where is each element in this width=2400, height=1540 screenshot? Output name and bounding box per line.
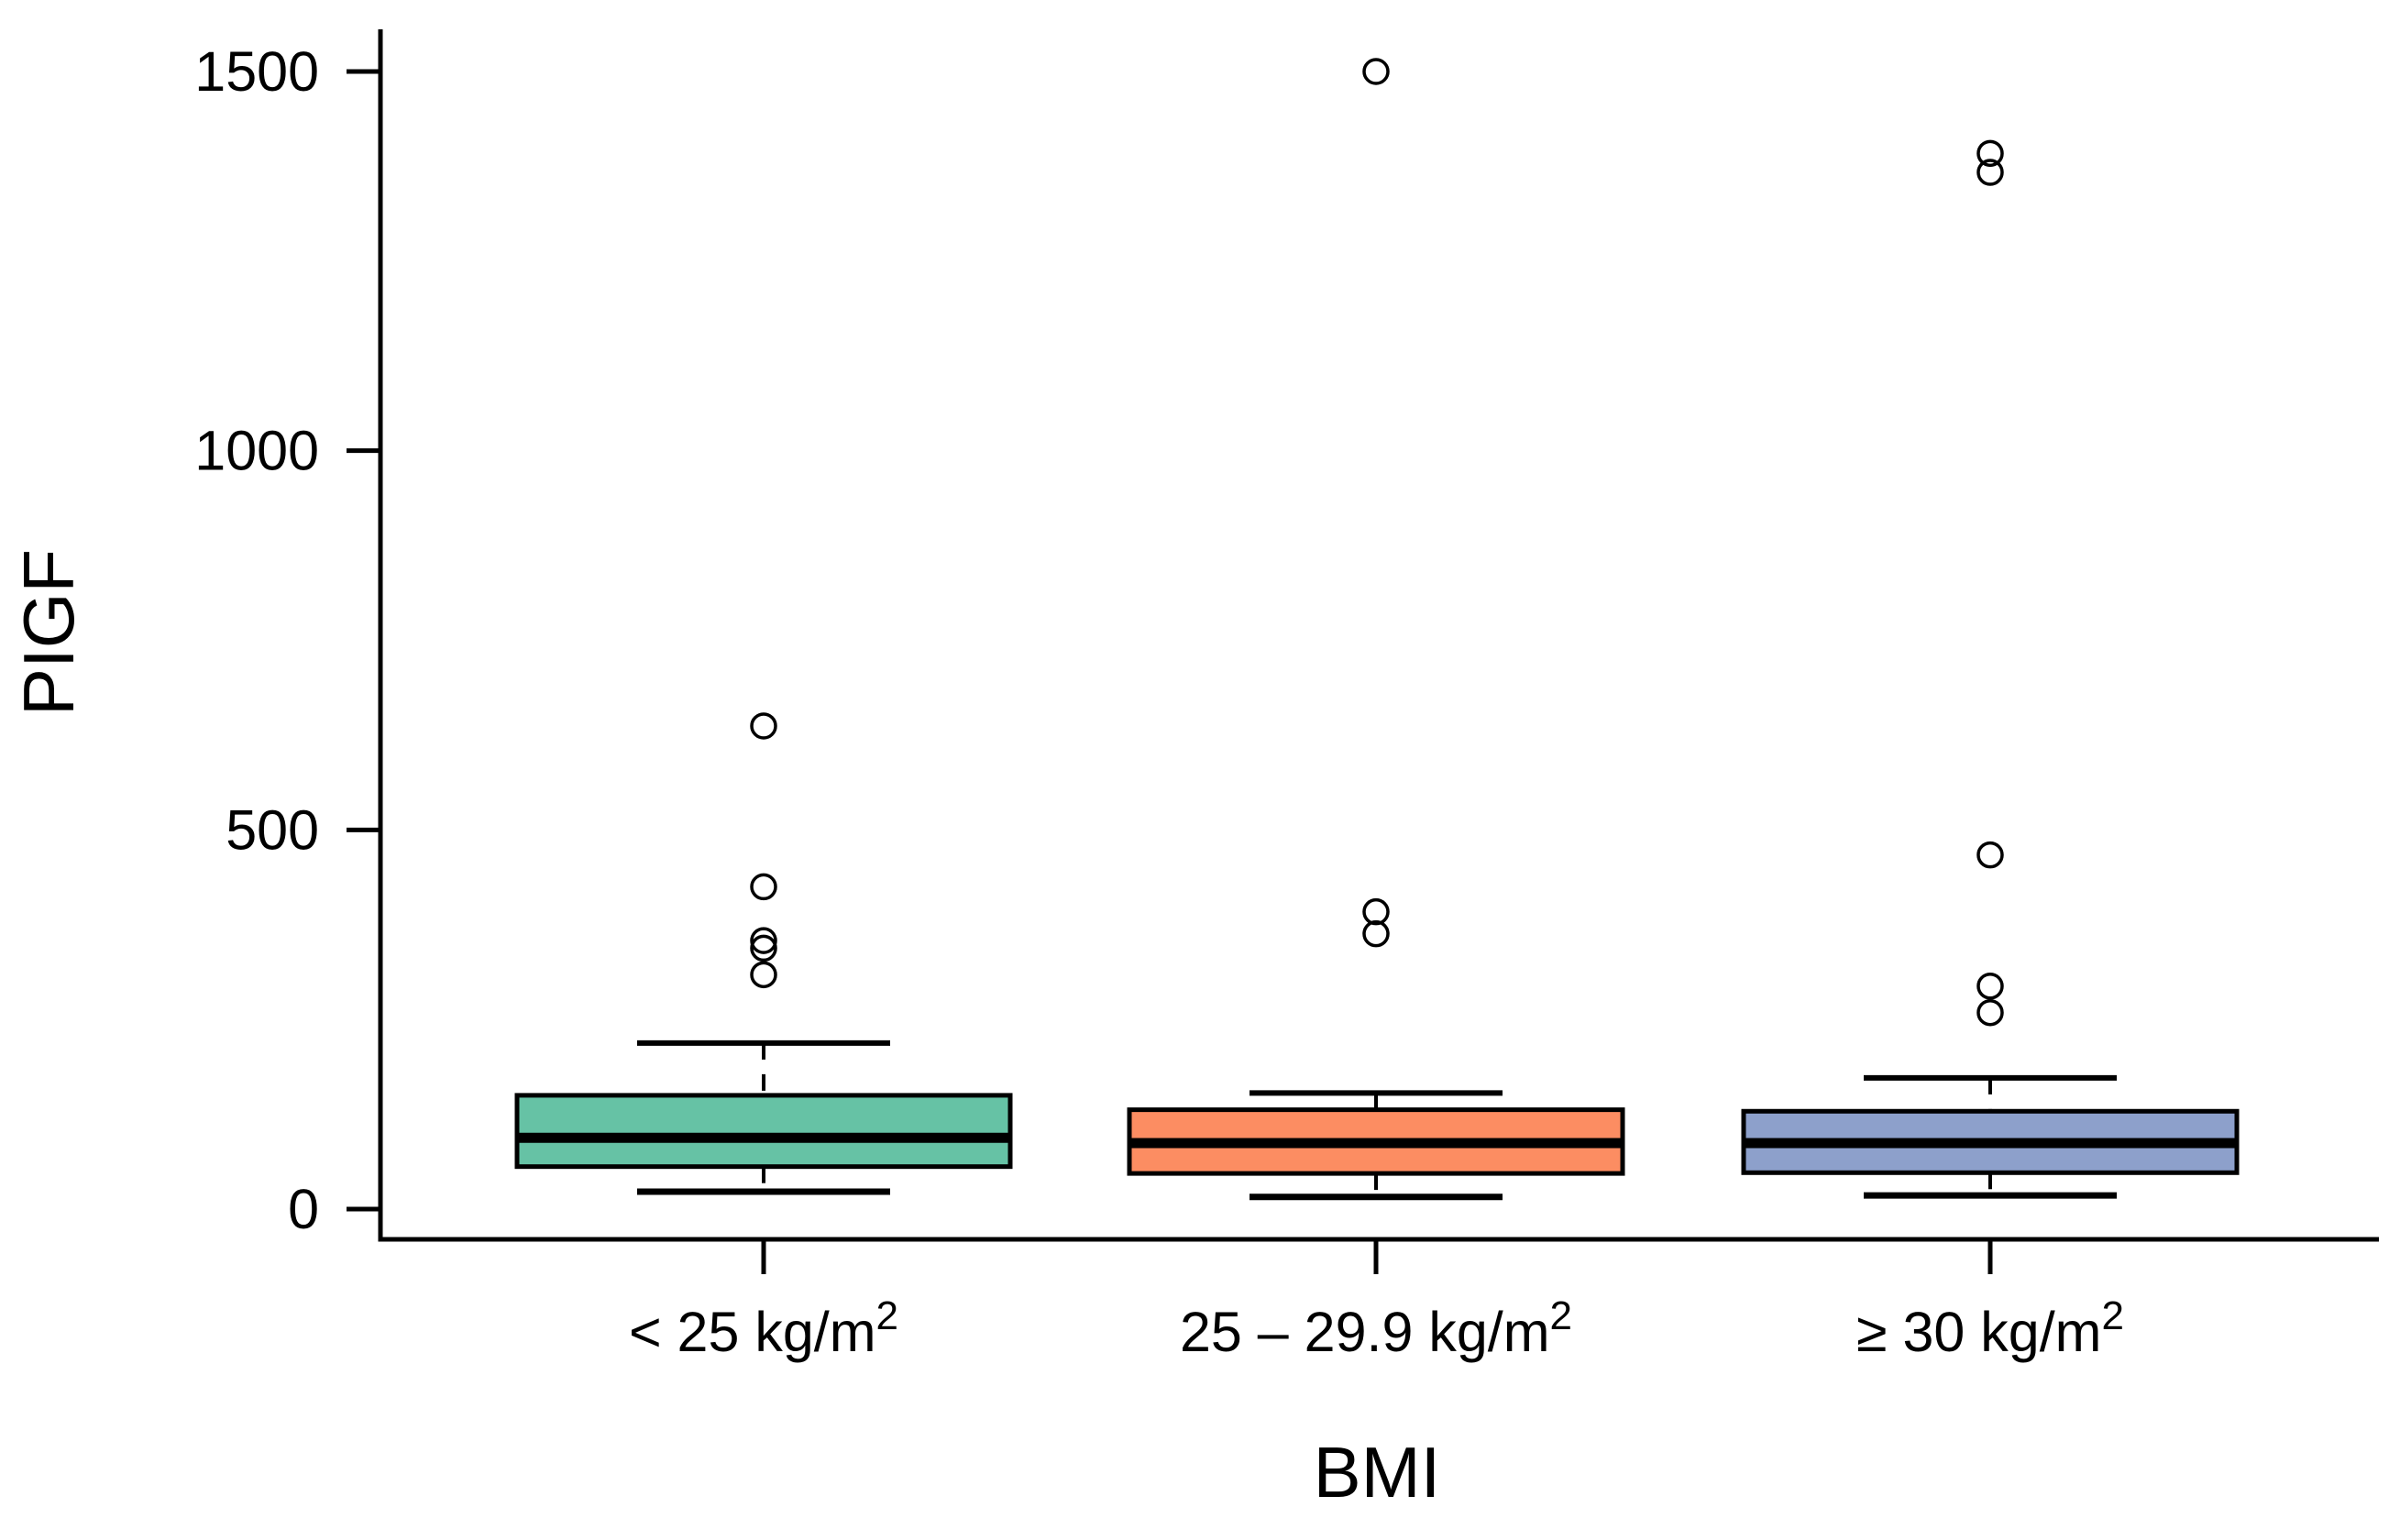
outlier-point	[750, 961, 777, 989]
box-group	[514, 712, 1013, 1195]
y-tick-label: 1000	[194, 420, 319, 482]
x-tick-label-superscript: 2	[2101, 1293, 2123, 1338]
x-tick-label-superscript: 2	[876, 1293, 898, 1338]
outlier-point	[1362, 897, 1390, 926]
outlier-point	[1976, 139, 2004, 168]
iqr-box	[514, 1093, 1013, 1170]
y-tick-label: 1500	[194, 40, 319, 103]
x-tick-label-base: 25 – 29.9 kg/m	[1180, 1301, 1550, 1363]
outlier-point	[1362, 58, 1390, 85]
outlier-point	[1976, 159, 2004, 186]
outlier-point	[1976, 998, 2004, 1027]
box-group	[1741, 139, 2240, 1199]
y-tick-label: 500	[226, 798, 319, 861]
outlier-point	[750, 873, 777, 901]
outlier-point	[750, 934, 777, 962]
x-tick-label-superscript: 2	[1550, 1293, 1572, 1338]
outlier-point	[1976, 841, 2004, 869]
box-group	[1127, 58, 1625, 1201]
x-tick-label-base: < 25 kg/m	[629, 1301, 876, 1363]
x-tick-label-base: ≥ 30 kg/m	[1856, 1301, 2101, 1363]
x-axis-title: BMI	[1314, 1432, 1441, 1512]
axis-lines	[378, 29, 2379, 1242]
outlier-point	[1976, 973, 2004, 1000]
outlier-point	[1362, 919, 1390, 948]
outlier-point	[750, 712, 777, 740]
y-axis-title: PIGF	[8, 549, 89, 716]
x-tick-label: ≥ 30 kg/m2	[1856, 1293, 2124, 1363]
x-tick-label: 25 – 29.9 kg/m2	[1180, 1293, 1572, 1363]
y-tick-label: 0	[288, 1178, 319, 1240]
x-tick-label: < 25 kg/m2	[629, 1293, 898, 1363]
outlier-point	[750, 927, 777, 954]
